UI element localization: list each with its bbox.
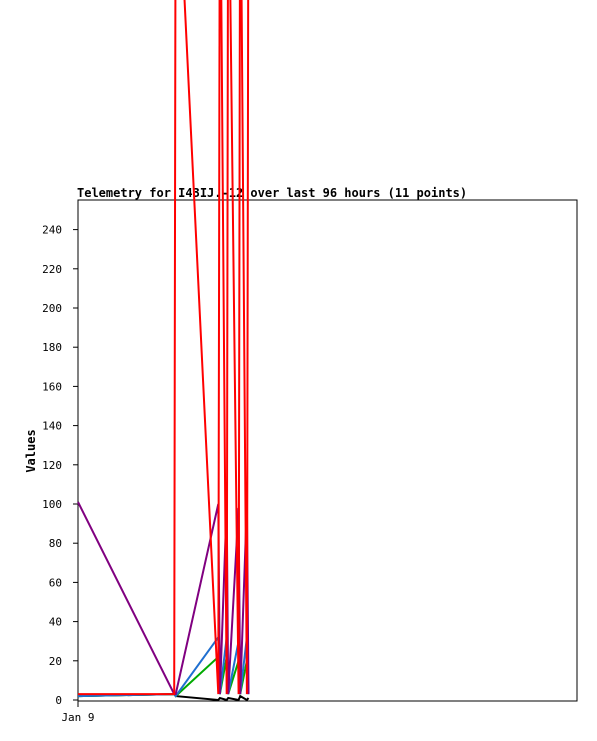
plot-frame — [77, 199, 578, 702]
y-tick-label: 140 — [42, 420, 62, 433]
y-tick-label: 200 — [42, 302, 62, 315]
y-tick-label: 100 — [42, 498, 62, 511]
y-axis: 0 20 40 60 80 100 120 140 160 180 200 220 240 — [42, 224, 78, 707]
y-tick-label: 80 — [49, 537, 62, 550]
series-lines — [77, 0, 250, 702]
y-tick-label: 180 — [42, 341, 62, 354]
y-tick-label: 120 — [42, 459, 62, 472]
series-line-4 — [78, 0, 250, 696]
y-tick-label: 60 — [49, 576, 62, 589]
series-line-2 — [77, 634, 250, 698]
y-tick-label: 20 — [49, 655, 62, 668]
y-tick-label: 160 — [42, 380, 62, 393]
y-tick-label: 240 — [42, 224, 62, 237]
y-axis-label: Values — [24, 429, 38, 472]
chart-title: Telemetry for I43IJ.-12 over last 96 hou… — [77, 186, 467, 200]
x-axis: Jan 9 — [61, 701, 95, 724]
y-tick-label: 40 — [49, 616, 62, 629]
y-tick-label: 0 — [55, 694, 62, 707]
x-tick-label: Jan 9 — [61, 711, 94, 724]
y-tick-label: 220 — [42, 263, 62, 276]
